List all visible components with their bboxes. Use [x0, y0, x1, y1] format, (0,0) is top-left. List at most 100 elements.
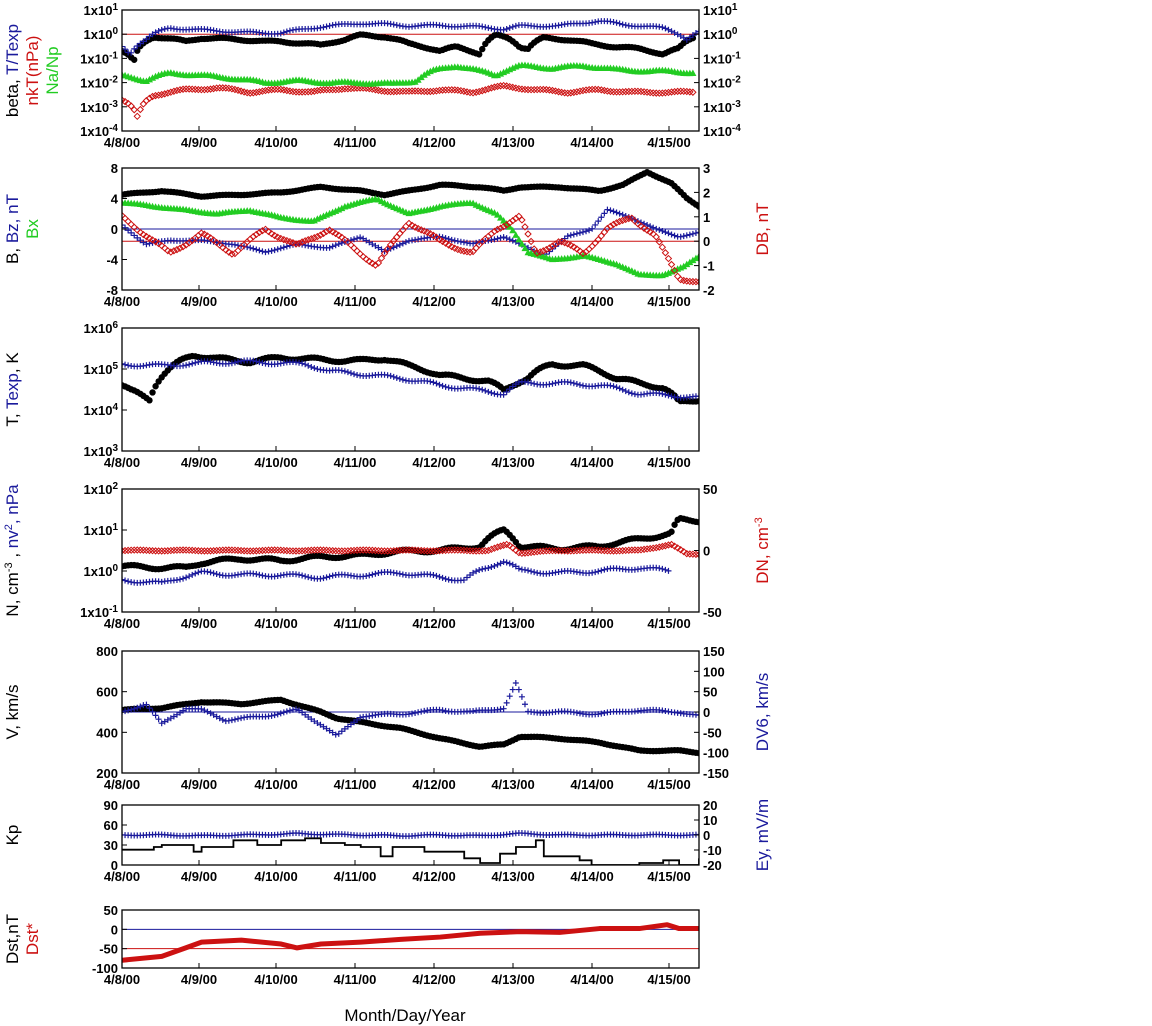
panel-dens-series-dn-point-94 — [405, 546, 413, 554]
panel-dens-series-dn-point-21 — [182, 546, 190, 554]
panel-beta-xtick-label-3: 4/11/00 — [334, 135, 377, 150]
panel-vel-xtick-label-1: 4/9/00 — [181, 777, 217, 792]
panel-vel-series-dv6-point-29 — [207, 710, 214, 717]
panel-dens-series-dn-point-129 — [512, 546, 520, 554]
panel-kp-xtick-label-1: 4/9/00 — [181, 869, 217, 884]
panel-vel-series — [122, 680, 699, 757]
panel-mag-series-db-point-162 — [612, 219, 621, 227]
panel-mag-series-db-point-123 — [493, 225, 502, 234]
panel-dst-frame — [121, 909, 700, 969]
panel-beta-series-nanp-point-187 — [689, 69, 697, 77]
panel-mag-left-ytick-label-0: 8 — [111, 161, 118, 176]
panel-beta-series-nktnpa-point-94 — [405, 87, 413, 95]
panel-beta-series-nktnpa-point-135 — [530, 85, 538, 94]
panel-vel-left-ytick-label-0: 800 — [96, 644, 118, 659]
panel-temp-left-ytick-label-1-base: 1x10 — [84, 362, 113, 377]
panel-mag-series-bz-point-175 — [653, 225, 660, 232]
panel-dens-series-dn-point-86 — [380, 547, 389, 555]
panel-mag-series-db-point-163 — [615, 217, 624, 226]
panel-temp-series-texp-point-77 — [354, 371, 361, 378]
panel-mag-series-bz-point-123 — [494, 235, 501, 242]
panel-beta-series-nktnpa-point-154 — [588, 85, 596, 94]
panel-dens-series-nv2-point-0 — [122, 576, 125, 583]
panel-mag-series-bz-point-6 — [137, 237, 144, 244]
panel-temp-left-title-0: T, Texp, K — [3, 352, 22, 427]
panel-dens-series-dn-point-49 — [267, 546, 276, 554]
panel-dens-series-nv2-point-120 — [485, 565, 492, 572]
panel-temp-series-texp-point-106 — [442, 383, 449, 390]
panel-vel-series-dv6-point-132 — [521, 701, 528, 708]
panel-mag-series-bz-point-160 — [607, 207, 614, 214]
panel-vel-right-title-part-0: DV6, km/s — [753, 673, 772, 751]
panel-vel-series-dv6-point-124 — [497, 706, 504, 713]
panel-dens-series-dn-point-53 — [280, 546, 288, 555]
panel-mag-series-bz-point-188 — [692, 230, 699, 237]
panel-dens-series-nv2-point-60 — [302, 573, 309, 580]
panel-vel-series-dv6-point-127 — [506, 693, 513, 700]
panel-beta-series-ttexp-point-0 — [122, 43, 125, 50]
panel-dens-series-dn-point-134 — [527, 548, 535, 557]
panel-mag-series-bx-point-129 — [512, 231, 520, 238]
panel-beta-series-nktnpa-point-29 — [206, 85, 215, 93]
panel-beta-series-nktnpa-point-31 — [212, 84, 221, 92]
panel-vel-series-dv6-point-128 — [509, 686, 516, 693]
panel-beta-right-ytick-label-2-exp: -1 — [732, 50, 741, 61]
panel-vel-series-dv6-point-55 — [286, 707, 293, 714]
panel-mag-series-db-point-182 — [673, 272, 682, 281]
panel-vel-series-dv6-point-19 — [177, 709, 184, 716]
panel-temp-series-texp-point-58 — [296, 359, 303, 366]
panel-beta-series-nktnpa-point-65 — [316, 86, 325, 94]
panel-temp-left-ytick-label-3-base: 1x10 — [84, 444, 113, 459]
panel-dens-series-dn-point-62 — [307, 546, 315, 554]
panel-dens-series-nv2-point-20 — [180, 575, 187, 582]
panel-mag-series-b-point-189 — [695, 203, 699, 210]
panel-dens-series-dn-point-38 — [234, 546, 242, 555]
panel-beta-series-nktnpa-point-13 — [157, 90, 166, 99]
panel-vel-series-dv6-point-5 — [134, 704, 141, 711]
panel-dens-series-nv2-point-51 — [274, 573, 281, 580]
panel-vel-series-dv6-point-51 — [274, 711, 281, 718]
panel-beta-xtick-label-6: 4/14/00 — [570, 135, 613, 150]
panel-mag-xtick-label-3: 4/11/00 — [334, 294, 377, 309]
panel-mag-series-db-point-65 — [316, 231, 325, 239]
panel-dens-series-nv2-point-23 — [189, 571, 196, 578]
panel-beta-series-nktnpa-point-102 — [429, 87, 438, 96]
panel-beta-series-ttexp-point-182 — [674, 31, 681, 38]
panel-beta-left-ytick-label-3-exp: -2 — [109, 75, 118, 86]
panel-mag-series-db-point-67 — [322, 227, 331, 236]
panel-dens-series-dn-point-25 — [194, 547, 203, 555]
panel-beta-series-ttexp-point-119 — [482, 24, 489, 31]
panel-beta-series-ttexp-point-52 — [277, 30, 284, 37]
panel-temp-left-title-0-part-2: , K — [3, 352, 22, 373]
panel-dens-series-dn-point-35 — [225, 546, 233, 554]
panel-mag-series-bx-point-188 — [692, 254, 699, 262]
panel-mag-series-db-point-114 — [466, 248, 474, 256]
panel-beta-series-nktnpa-point-63 — [310, 87, 319, 95]
panel-beta-series-nktnpa-point-47 — [261, 86, 270, 95]
panel-temp-series-texp-point-167 — [628, 390, 635, 397]
panel-dens-series-dn-point-58 — [295, 547, 303, 555]
panel-beta-series-nktnpa-point-184 — [680, 87, 688, 96]
panel-vel-series-dv6-point-98 — [418, 708, 425, 715]
panel-beta-series-ttexp-point-66 — [320, 24, 327, 31]
panel-dens-series-dn-point-103 — [432, 547, 441, 555]
panel-mag-series-db-point-61 — [304, 236, 312, 244]
panel-mag-series-db-point-1 — [122, 214, 129, 223]
panel-mag-series-db-point-128 — [509, 216, 517, 225]
panel-dens-series-nv2-point-129 — [512, 563, 519, 570]
panel-temp-series-texp-point-179 — [665, 392, 672, 399]
panel-mag-series-bx — [122, 195, 699, 279]
panel-dens-series-dn-point-3 — [127, 546, 135, 554]
panel-dens-xtick-label-1: 4/9/00 — [181, 616, 217, 631]
panel-beta-left-title-2-part-0: Na/Np — [43, 46, 62, 94]
panel-dens-series-dn-point-170 — [637, 546, 645, 554]
panel-beta-left-title-0-part-1: T/Texp — [3, 24, 22, 75]
panel-vel-series-dv6-point-157 — [598, 710, 605, 717]
panel-vel-series-dv6-point-64 — [314, 720, 321, 727]
panel-mag-series-bz-point-0 — [122, 222, 125, 229]
panel-dens-right-title-part-1: -3 — [753, 517, 765, 527]
panel-vel-left-title-0-part-0: V, km/s — [3, 684, 22, 739]
panel-beta-series-ttexp-point-120 — [485, 24, 492, 31]
panel-mag-left-ytick-label-2: 0 — [111, 222, 118, 237]
